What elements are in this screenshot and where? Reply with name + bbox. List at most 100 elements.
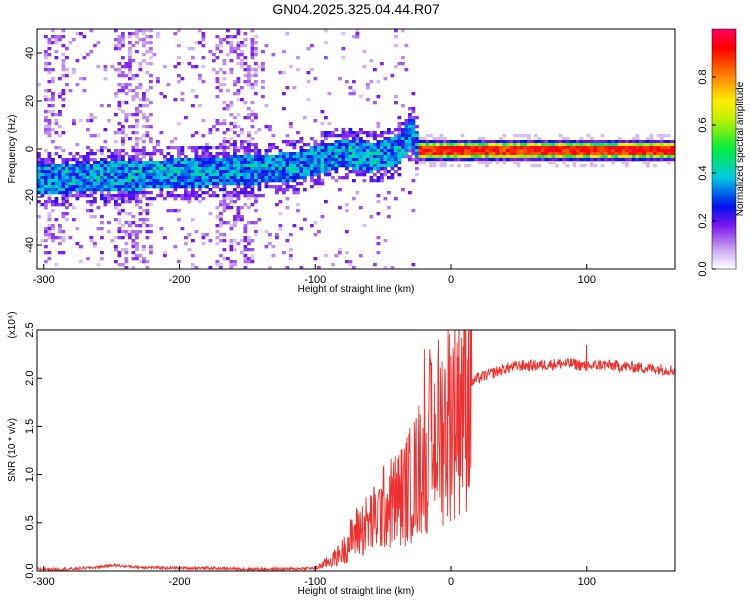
spectrogram-cell	[37, 158, 41, 162]
spectrogram-cell	[590, 149, 594, 153]
spectrogram-cell	[523, 146, 528, 150]
spectrogram-cell	[551, 140, 556, 144]
spectrogram-cell	[114, 203, 118, 207]
spectrogram-cell	[425, 140, 430, 144]
spectrogram-cell	[58, 110, 62, 114]
spectrogram-cell	[299, 167, 304, 171]
spectrogram-cell	[352, 152, 356, 156]
spectrogram-cell	[82, 158, 87, 162]
spectrogram-cell	[65, 200, 69, 204]
spectrogram-cell	[128, 191, 132, 195]
spectrogram-cell	[481, 152, 486, 156]
spectrogram-cell	[341, 56, 346, 60]
spectrogram-cell	[236, 218, 241, 222]
spectrogram-cell	[191, 254, 195, 258]
spectrogram-cell	[460, 134, 465, 138]
spectrogram-cell	[114, 29, 118, 33]
spectrogram-cell	[394, 158, 398, 162]
spectrogram-cell	[226, 107, 230, 111]
spectrogram-cell	[37, 152, 41, 156]
spectrogram-cell	[75, 176, 80, 180]
spectrogram-cell	[499, 149, 503, 153]
spectrogram-cell	[131, 239, 136, 243]
spectrogram-cell	[124, 113, 129, 117]
spectrogram-cell	[124, 212, 129, 216]
spectrogram-cell	[233, 116, 237, 120]
spectrogram-cell	[44, 116, 48, 120]
spectrogram-cell	[117, 251, 122, 255]
snr-line-layer	[37, 330, 675, 571]
spectrogram-cell	[229, 263, 234, 267]
spectrogram-cell	[107, 164, 111, 168]
spectrogram-cell	[219, 44, 223, 48]
spectrogram-cell	[222, 152, 227, 156]
spectrogram-cell	[516, 143, 521, 147]
spectrogram-cell	[163, 182, 167, 186]
spectrogram-cell	[373, 146, 377, 150]
spectrogram-cell	[184, 236, 188, 240]
spectrogram-cell	[86, 176, 90, 180]
spectrogram-cell	[138, 218, 143, 222]
spectrogram-cell	[103, 65, 108, 69]
spectrogram-cell	[240, 239, 244, 243]
spectrogram-cell	[86, 185, 90, 189]
spectrogram-cell	[436, 143, 440, 147]
spectrogram-cell	[457, 146, 461, 150]
spectrogram-cell	[247, 179, 251, 183]
spectrogram-cell	[229, 122, 234, 126]
spectrogram-cell	[142, 38, 146, 42]
spectrogram-cell	[82, 155, 87, 159]
spectrogram-cell	[285, 32, 290, 36]
spectrogram-cell	[219, 68, 223, 72]
spectrogram-cell	[114, 176, 118, 180]
spectrogram-cell	[639, 158, 643, 162]
spectrogram-cell	[397, 161, 402, 165]
spectrogram-cell	[79, 176, 83, 180]
spectrogram-cell	[450, 152, 454, 156]
spectrogram-cell	[201, 158, 206, 162]
spectrogram-cell	[47, 47, 52, 51]
spectrogram-cell	[439, 140, 444, 144]
spectrogram-cell	[219, 146, 223, 150]
spectrogram-cell	[355, 29, 360, 33]
spectrogram-cell	[233, 143, 237, 147]
spectrogram-cell	[537, 152, 542, 156]
spectrogram-cell	[215, 119, 220, 123]
spectrogram-cell	[590, 137, 594, 141]
spectrogram-cell	[317, 149, 321, 153]
spectrogram-cell	[222, 233, 227, 237]
spectrogram-cell	[82, 161, 87, 165]
spectrogram-cell	[229, 227, 234, 231]
spectrogram-cell	[215, 77, 220, 81]
spectrogram-cell	[513, 152, 517, 156]
spectrogram-cell	[303, 143, 307, 147]
spectrogram-cell	[121, 86, 125, 90]
spectrogram-cell	[348, 260, 353, 264]
spectrogram-cell	[341, 140, 346, 144]
spectrogram-cell	[180, 197, 185, 201]
spectrogram-cell	[600, 152, 605, 156]
spectrogram-cell	[250, 155, 255, 159]
spectrogram-cell	[191, 158, 195, 162]
spectrogram-cell	[229, 179, 234, 183]
spectrogram-cell	[233, 215, 237, 219]
spectrogram-cell	[250, 260, 255, 264]
spectrogram-cell	[264, 104, 269, 108]
spectrogram-cell	[485, 155, 489, 159]
spectrogram-cell	[145, 89, 150, 93]
spectrogram-cell	[555, 146, 559, 150]
spectrogram-cell	[219, 173, 223, 177]
spectrogram-cell	[422, 149, 426, 153]
spectrogram-cell	[443, 164, 447, 168]
spectrogram-cell	[131, 188, 136, 192]
spectrogram-cell	[152, 173, 157, 177]
spectrogram-cell	[411, 122, 416, 126]
spectrogram-cell	[159, 179, 164, 183]
spectrogram-cell	[243, 185, 248, 189]
spectrogram-cell	[205, 158, 209, 162]
spectrogram-cell	[243, 149, 248, 153]
spectrogram-cell	[58, 173, 62, 177]
spectrogram-cell	[145, 35, 150, 39]
spectrogram-cell	[621, 161, 626, 165]
spectrogram-cell	[138, 38, 143, 42]
